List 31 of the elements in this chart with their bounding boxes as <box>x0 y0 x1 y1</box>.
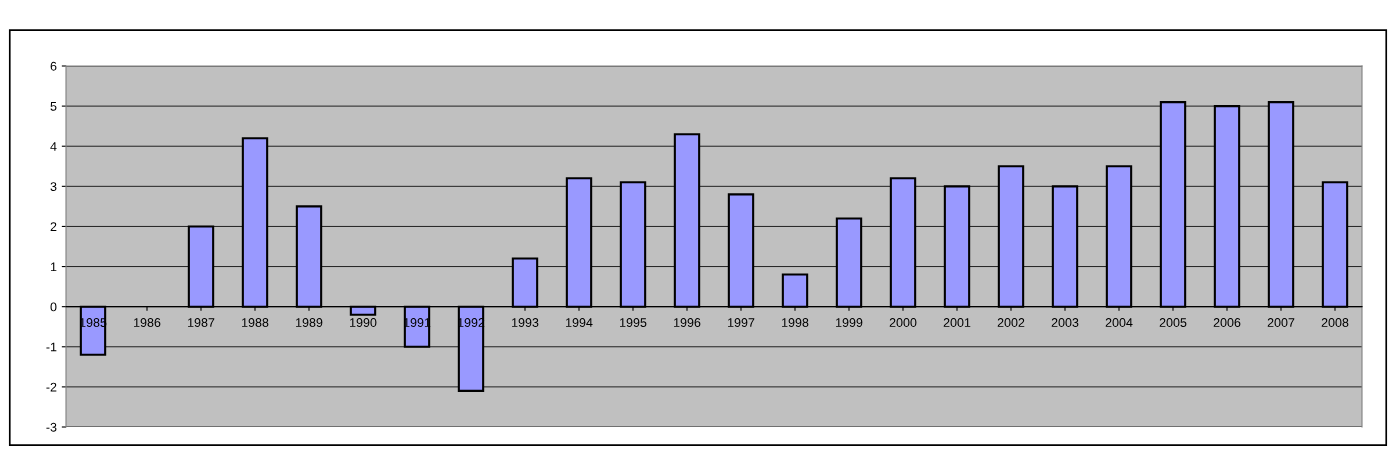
y-tick-label: 0 <box>50 302 57 312</box>
x-tick-label: 2004 <box>1105 318 1133 327</box>
y-tick-label: 5 <box>50 102 57 111</box>
x-tick-label: 1999 <box>836 318 863 327</box>
x-tick-label: 1987 <box>188 318 215 327</box>
y-tick-label: 1 <box>50 262 57 272</box>
y-tick-label: -1 <box>46 342 57 352</box>
x-tick-label: 1988 <box>242 318 269 327</box>
x-tick-label: 2006 <box>1213 318 1241 327</box>
y-tick-label: 4 <box>50 142 57 151</box>
x-tick-label: 2007 <box>1267 318 1295 327</box>
x-tick-label: 1995 <box>620 318 647 327</box>
x-tick-label: 2008 <box>1321 318 1349 327</box>
y-tick-label: -2 <box>46 382 57 392</box>
x-tick-label: 1993 <box>512 318 539 327</box>
x-tick-label: 1986 <box>134 318 161 327</box>
x-tick-label: 1994 <box>566 318 593 327</box>
y-tick-label: 2 <box>50 222 57 231</box>
x-tick-label: 2001 <box>943 318 971 327</box>
x-tick-label: 1998 <box>782 318 809 327</box>
x-tick-label: 2000 <box>889 318 917 327</box>
y-tick-label: 6 <box>50 61 57 71</box>
x-tick-label: 1996 <box>674 318 701 327</box>
x-tick-label: 2005 <box>1159 318 1187 327</box>
x-tick-label: 2003 <box>1051 318 1079 327</box>
y-tick-label: 3 <box>50 182 57 191</box>
x-tick-label: 2002 <box>997 318 1025 327</box>
x-tick-label: 1990 <box>350 318 377 327</box>
x-tick-label: 1997 <box>728 318 755 327</box>
x-tick-label: 1989 <box>296 318 323 327</box>
y-tick-label: -3 <box>46 422 57 432</box>
